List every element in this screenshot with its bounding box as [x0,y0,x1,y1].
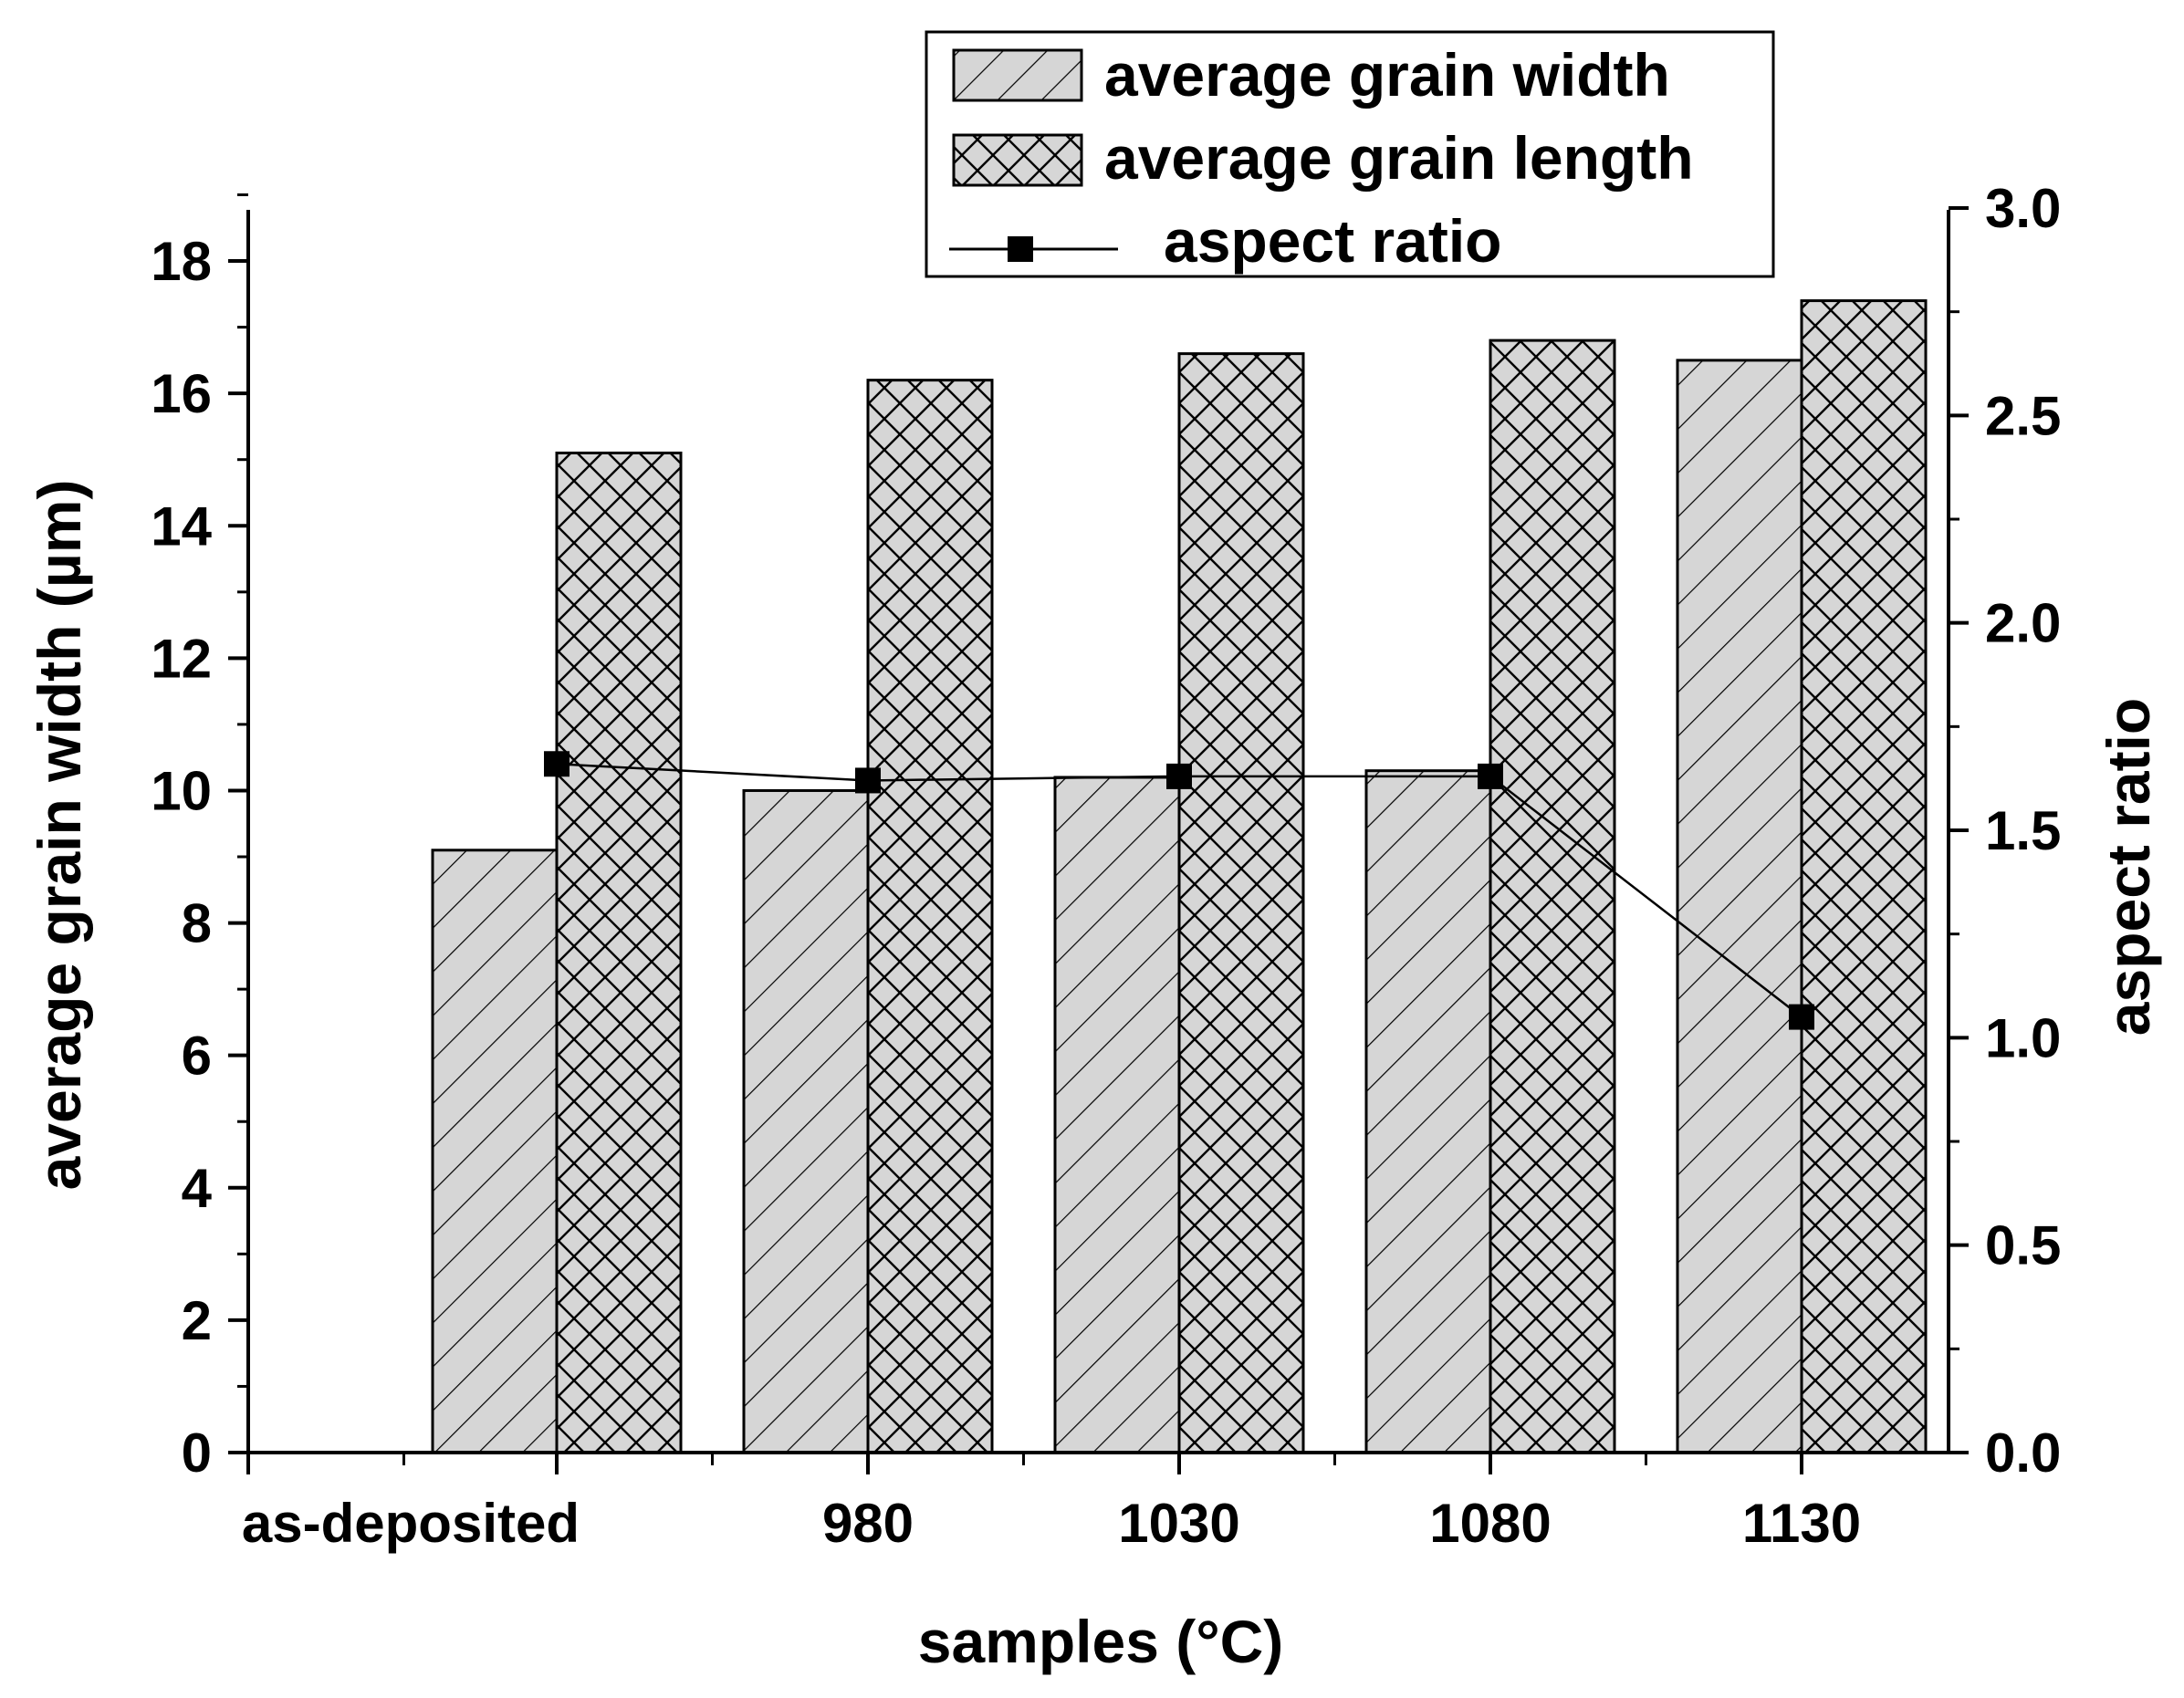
bar-average-grain-width [431,849,559,1454]
y2-tick-label: 2.5 [1985,385,2061,446]
y-tick-label: 8 [182,893,212,954]
legend-label-ratio: aspect ratio [1164,207,1501,275]
bar-average-grain-length [1489,339,1616,1454]
y-tick-label: 10 [151,760,212,821]
y-tick-label: 6 [182,1026,212,1087]
aspect-ratio-line-layer [544,751,1814,1030]
y2-tick-label: 0.0 [1985,1422,2061,1484]
x-tick-label: as-deposited [242,1493,580,1554]
x-tick-label: 1080 [1429,1493,1551,1554]
y-tick-label: 14 [151,495,212,557]
legend-marker-ratio [1008,236,1033,262]
y2-axis-title: aspect ratio [2095,698,2162,1036]
legend-label-length: average grain length [1104,124,1694,192]
aspect-ratio-point [1166,763,1192,789]
x-tick-label: 1030 [1118,1493,1239,1554]
bar-average-grain-length [1800,299,1928,1454]
y2-tick-label: 0.5 [1985,1215,2061,1276]
bar-average-grain-width [1364,769,1492,1454]
x-axis-title: samples (°C) [918,1608,1284,1675]
y2-tick-label: 2.0 [1985,593,2061,654]
aspect-ratio-point [544,751,570,777]
axes-layer: 0 2 4 6 8 10 12 14 16 18 0.0 0.5 1.0 1.5 2.0 2.5 3.0 as-d… [26,178,2162,1675]
bars-layer [431,299,1928,1454]
x-tick-label: 1130 [1742,1493,1861,1554]
legend-swatch-width [952,48,1083,102]
bar-average-grain-width [1676,359,1803,1454]
legend: average grain width average grain length a… [925,30,1775,278]
y-tick-label: 16 [151,363,212,424]
bar-average-grain-length [1177,352,1305,1454]
y-tick-label: 12 [151,628,212,689]
y2-tick-label: 1.0 [1985,1007,2061,1068]
bar-average-grain-width [1053,776,1181,1454]
legend-swatch-length [952,133,1083,187]
aspect-ratio-point [1789,1004,1814,1030]
y-axis-title: average grain width (µm) [26,480,93,1191]
legend-label-width: average grain width [1104,41,1670,109]
y2-tick-label: 3.0 [1985,178,2061,239]
y-tick-label: 18 [151,231,212,292]
bar-average-grain-width [742,788,870,1454]
aspect-ratio-point [1478,763,1503,789]
y-tick-label: 2 [182,1290,212,1351]
y-tick-label: 0 [182,1422,212,1484]
aspect-ratio-point [855,767,881,794]
y-tick-label: 4 [182,1158,213,1219]
y2-tick-label: 1.5 [1985,800,2061,861]
bar-average-grain-length [555,451,683,1454]
x-tick-label: 980 [822,1493,914,1554]
bar-average-grain-length [866,379,994,1454]
